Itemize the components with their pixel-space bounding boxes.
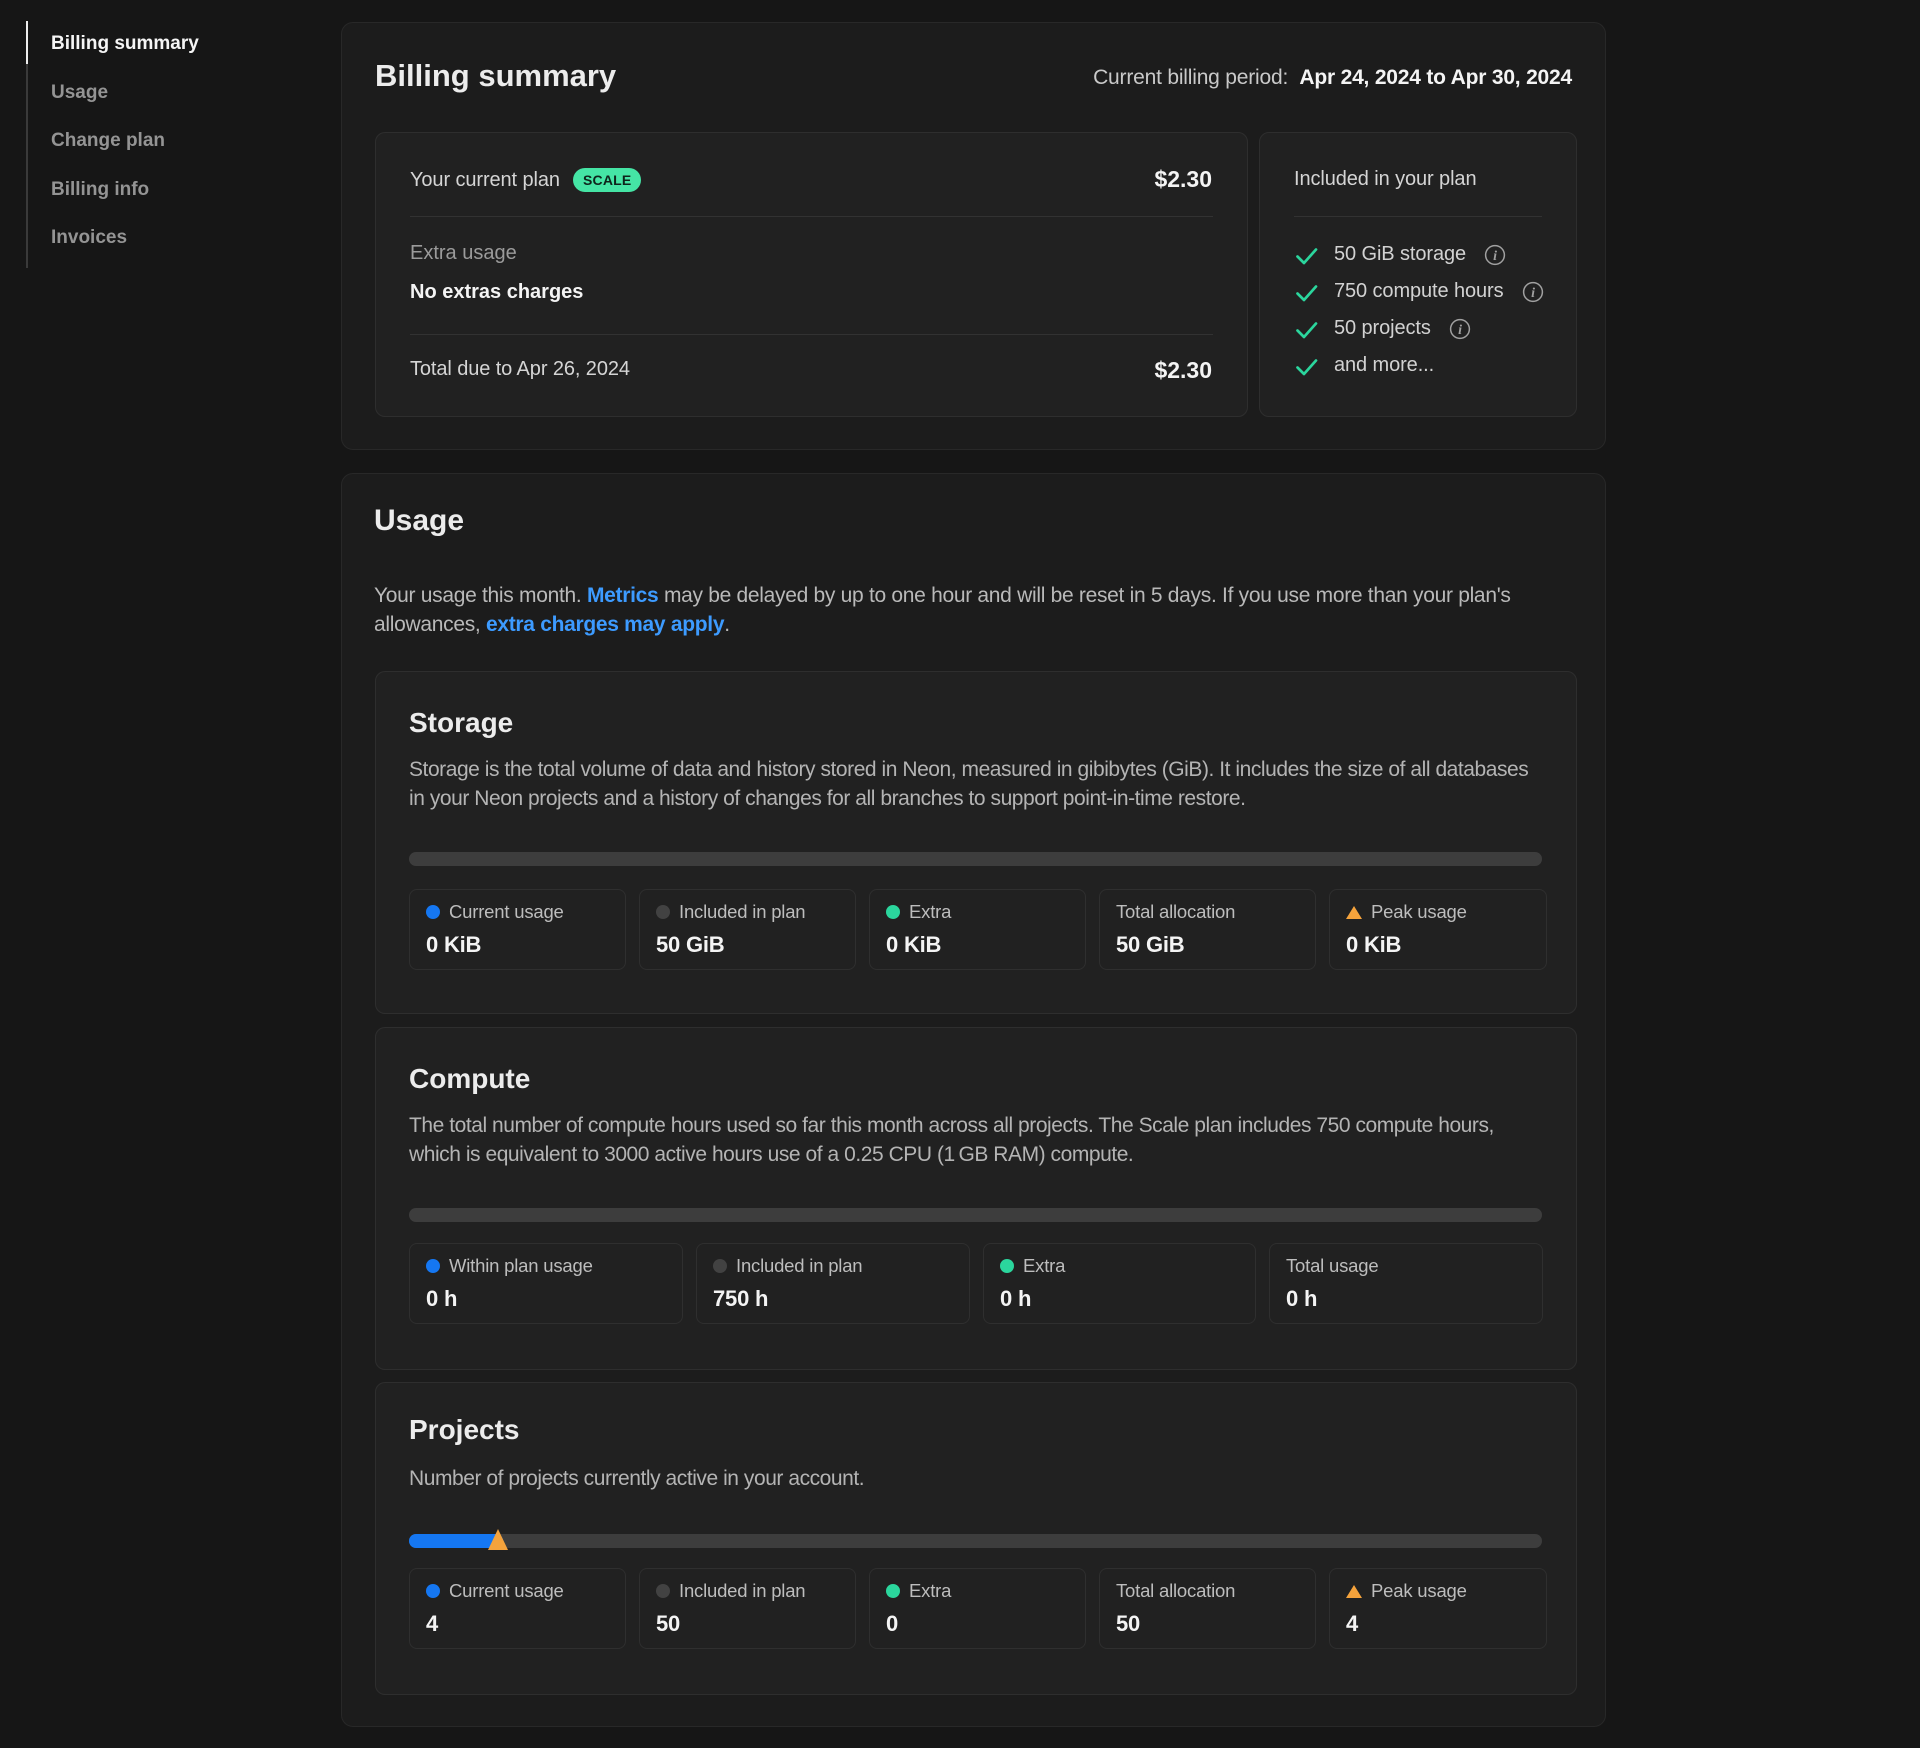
- svg-text:i: i: [1458, 323, 1462, 338]
- svg-text:i: i: [1493, 249, 1497, 264]
- svg-text:i: i: [1531, 286, 1535, 301]
